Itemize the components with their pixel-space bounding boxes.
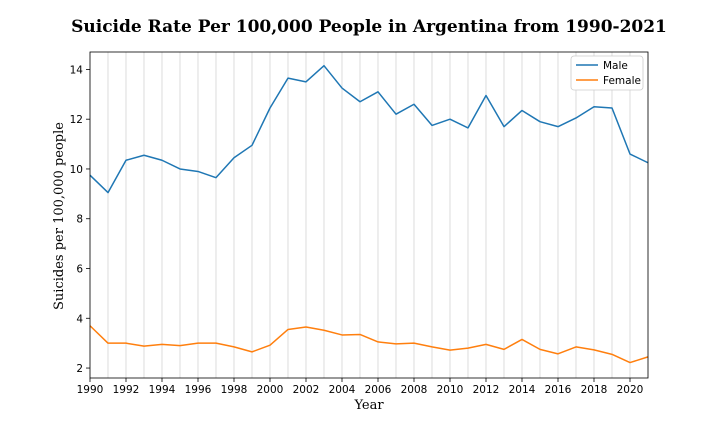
y-axis-label: Suicides per 100,000 people xyxy=(52,122,67,310)
legend-label-male: Male xyxy=(603,60,628,72)
y-tick-label: 6 xyxy=(76,264,83,276)
x-tick-label: 1998 xyxy=(221,384,248,396)
y-tick-label: 10 xyxy=(70,164,83,176)
y-axis-ticks: 2 4 6 8 10 12 14 xyxy=(70,64,90,375)
series-line-male xyxy=(89,64,649,194)
series-layer xyxy=(89,64,649,364)
chart-title: Suicide Rate Per 100,000 People in Argen… xyxy=(71,17,667,37)
x-tick-label: 1992 xyxy=(113,384,140,396)
legend: Male Female xyxy=(570,55,644,91)
y-tick-label: 4 xyxy=(76,313,83,325)
x-tick-label: 1994 xyxy=(149,384,176,396)
y-tick-label: 2 xyxy=(76,363,83,375)
plot-frame xyxy=(89,51,649,379)
x-tick-label: 2016 xyxy=(545,384,572,396)
x-tick-label: 2010 xyxy=(437,384,464,396)
x-tick-label: 2002 xyxy=(293,384,320,396)
x-tick-label: 2020 xyxy=(617,384,644,396)
grid-lines xyxy=(89,52,649,378)
x-tick-label: 2018 xyxy=(581,384,608,396)
x-tick-label: 2000 xyxy=(257,384,284,396)
x-tick-label: 2004 xyxy=(329,384,356,396)
x-tick-label: 1990 xyxy=(77,384,104,396)
y-tick-label: 8 xyxy=(76,214,83,226)
y-tick-label: 12 xyxy=(70,114,83,126)
x-tick-label: 2006 xyxy=(365,384,392,396)
x-tick-label: 2008 xyxy=(401,384,428,396)
x-axis-label: Year xyxy=(353,398,384,413)
x-tick-label: 2012 xyxy=(473,384,500,396)
legend-label-female: Female xyxy=(603,75,641,87)
x-axis-ticks: 1990 1992 1994 1996 1998 2000 2002 2004 2006 2008… xyxy=(77,378,644,396)
y-tick-label: 14 xyxy=(70,64,84,76)
x-tick-label: 1996 xyxy=(185,384,212,396)
series-line-female xyxy=(89,325,649,364)
x-tick-label: 2014 xyxy=(509,384,536,396)
